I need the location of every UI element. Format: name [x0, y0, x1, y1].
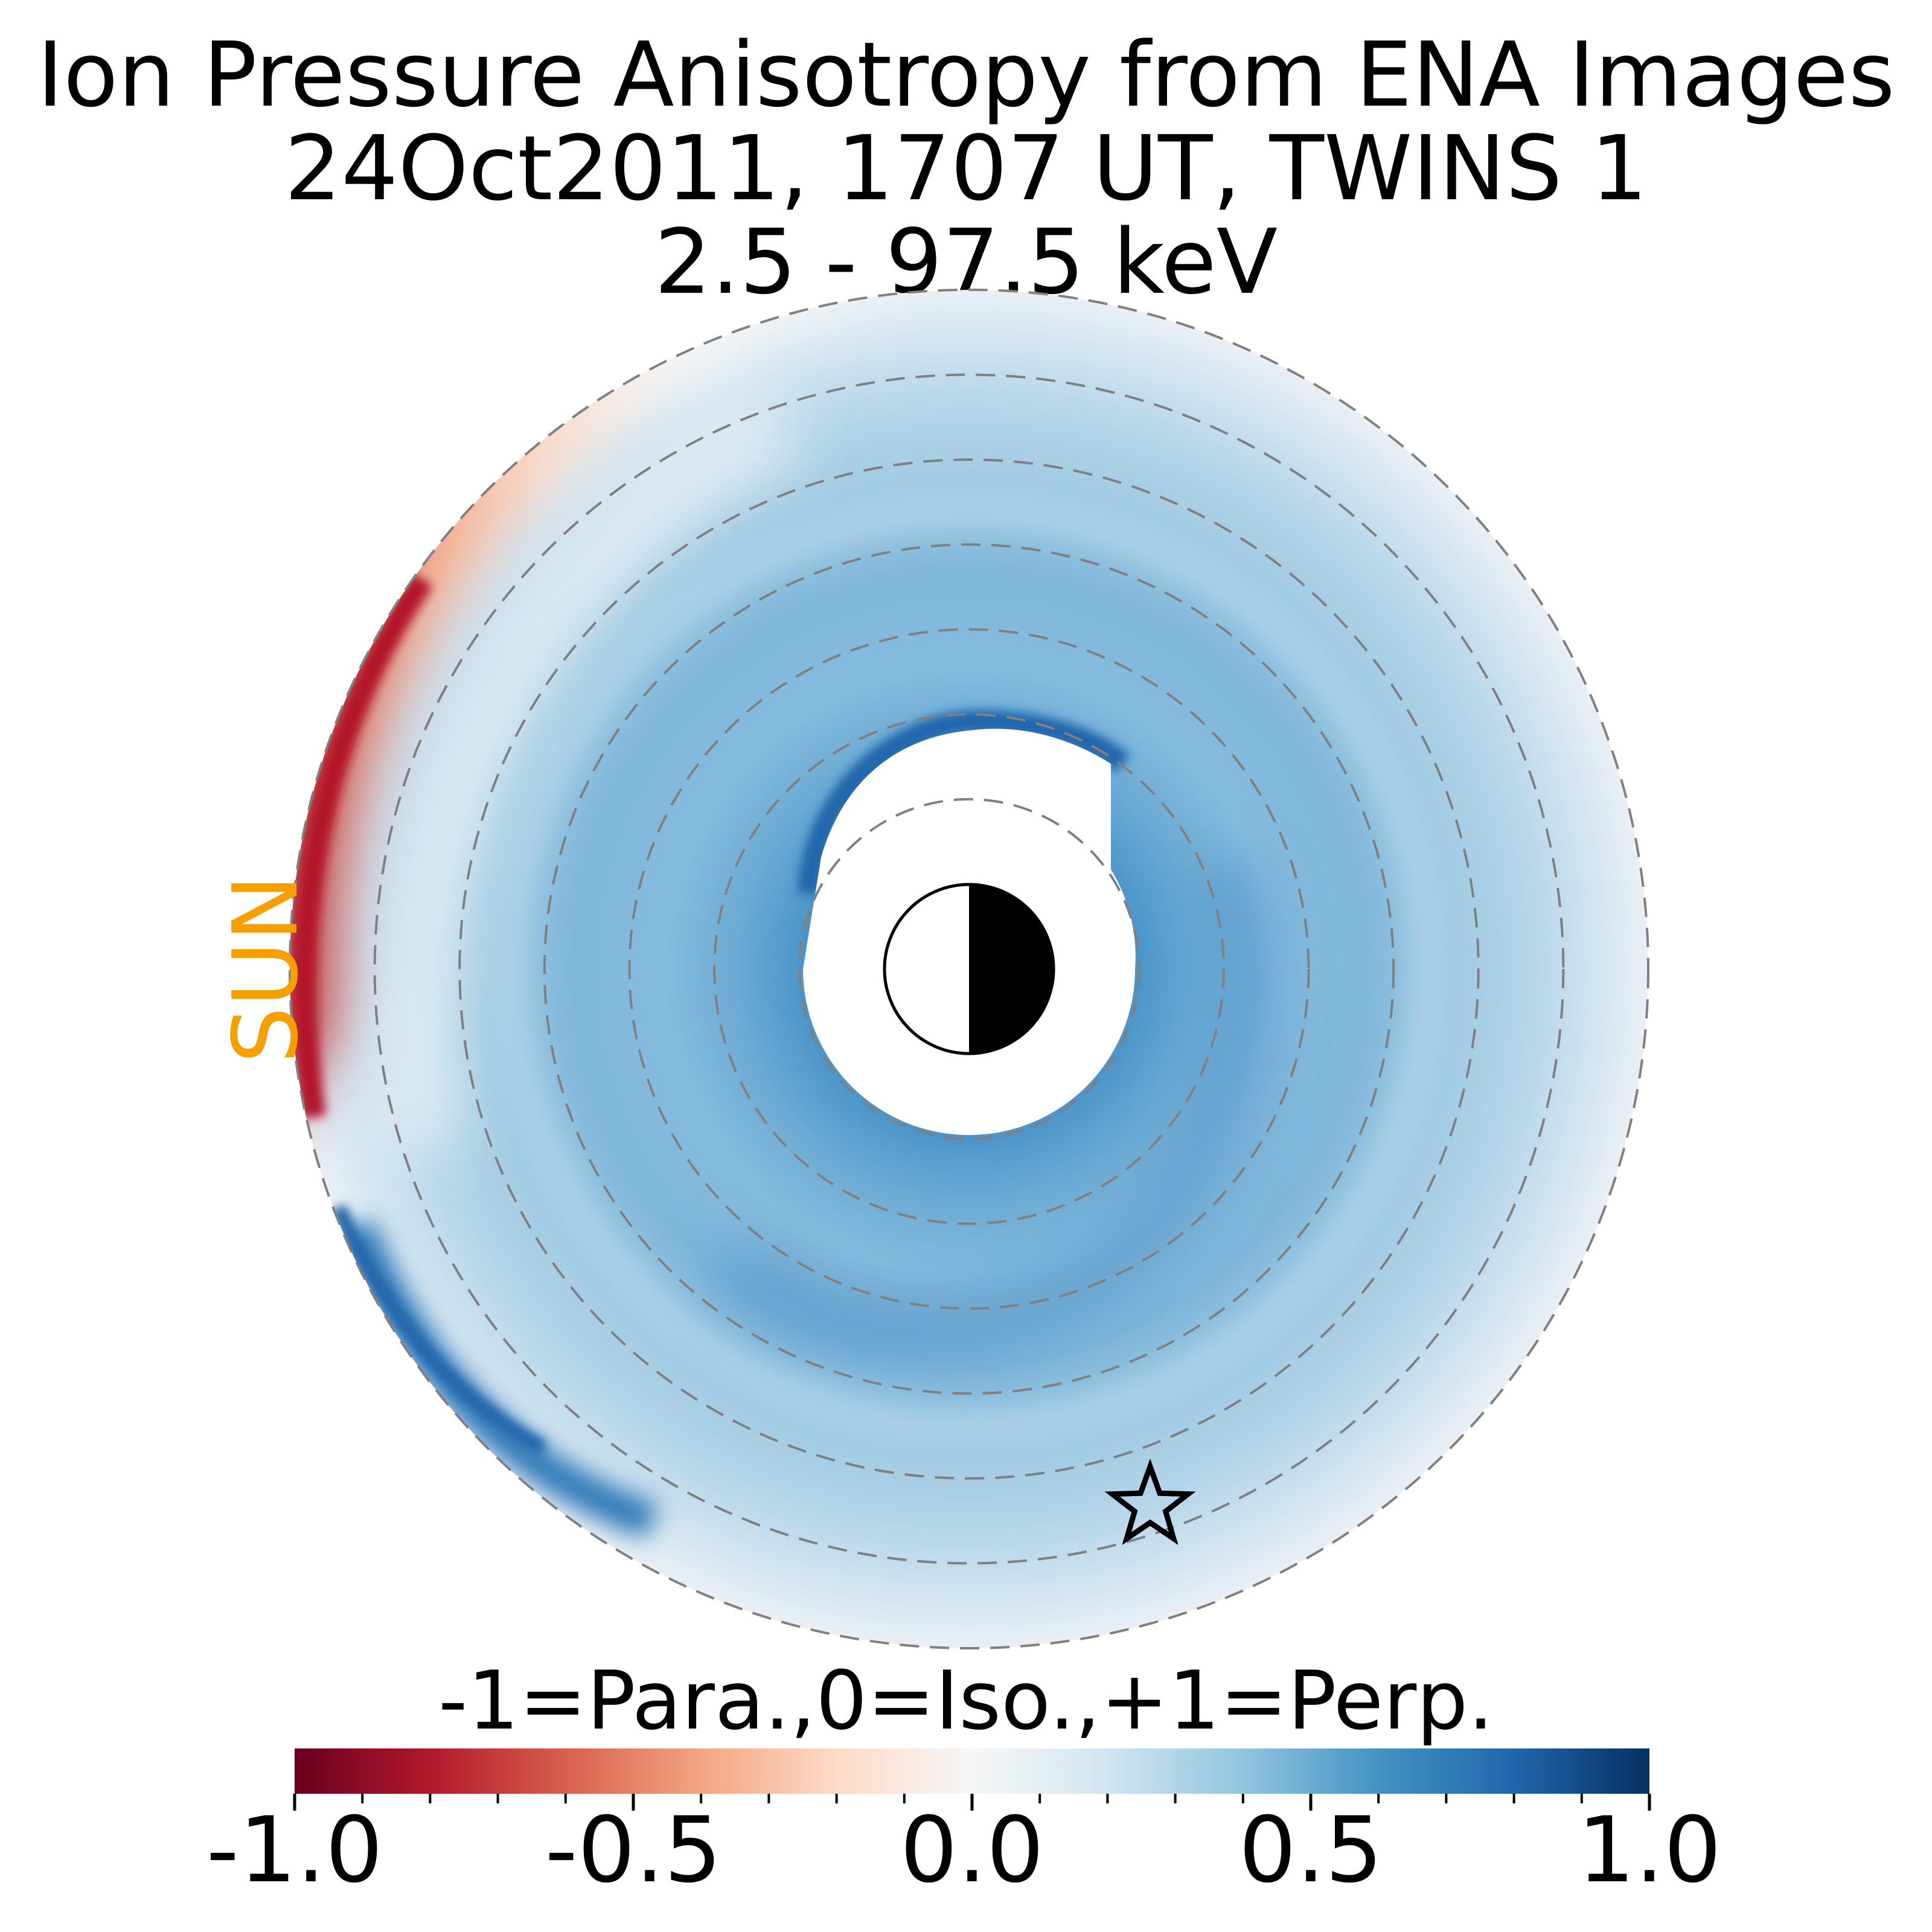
dashed-circles — [289, 289, 1649, 1649]
title-line-2: 24Oct2011, 1707 UT, TWINS 1 — [284, 117, 1648, 220]
dashed-circle-12 — [458, 458, 1480, 1480]
colorbar-tick-label: -1.0 — [206, 1798, 383, 1903]
colorbar-tick-label: -0.5 — [545, 1798, 722, 1903]
title-line-1: Ion Pressure Anisotropy from ENA Images — [37, 23, 1895, 127]
dashed-circle-6 — [713, 713, 1225, 1225]
dashed-circle-16 — [289, 289, 1649, 1649]
colorbar-tick-label: 0.5 — [1238, 1798, 1383, 1903]
earth-night-side — [969, 884, 1054, 1054]
dayside-edge-strong — [292, 572, 433, 1119]
colorbar-tick-label: 0.0 — [900, 1798, 1044, 1903]
dashed-circle-8 — [628, 628, 1310, 1310]
colorbar-tick-label: 1.0 — [1577, 1798, 1722, 1903]
dashed-circle-4 — [798, 798, 1140, 1140]
sun-label: SUN — [214, 874, 318, 1064]
dashed-circle-14 — [373, 373, 1565, 1565]
inner-blue-band — [706, 852, 1271, 1355]
light-ring — [492, 492, 1446, 1446]
dashed-circle-10 — [543, 543, 1395, 1395]
earth-symbol — [883, 883, 1055, 1055]
colorbar-ticks — [293, 1794, 1651, 1811]
spacecraft-star-icon — [1104, 1458, 1196, 1546]
colorbar-label: -1=Para.,0=Iso.,+1=Perp. — [438, 1654, 1494, 1748]
colorbar — [295, 1748, 1649, 1794]
dawn-blue-arc-core — [331, 1204, 548, 1456]
transition-band — [380, 389, 800, 1152]
